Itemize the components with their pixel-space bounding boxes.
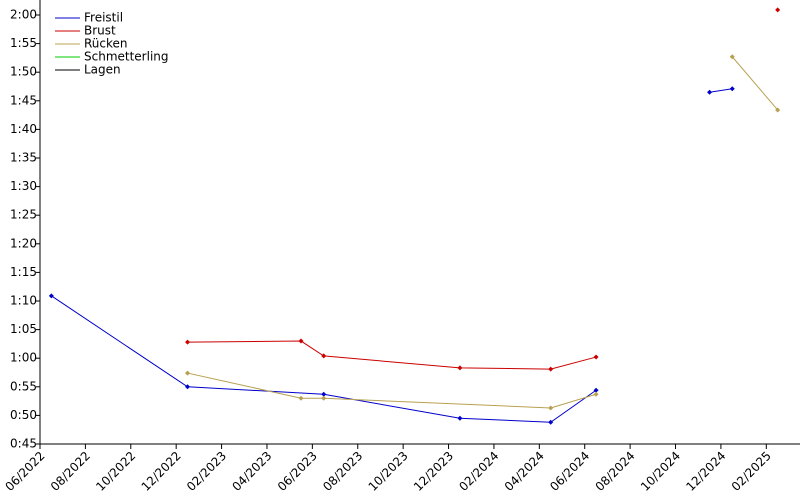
y-tick-label: 0:50 bbox=[10, 408, 37, 422]
legend-label: Schmetterling bbox=[84, 50, 169, 64]
data-point bbox=[707, 89, 713, 95]
data-point bbox=[548, 366, 554, 372]
x-tick-label: 08/2024 bbox=[593, 449, 638, 494]
y-tick-label: 1:40 bbox=[10, 122, 37, 136]
data-point bbox=[457, 415, 463, 421]
x-tick-label: 02/2023 bbox=[184, 449, 229, 494]
series-line bbox=[188, 10, 778, 369]
y-tick-label: 1:30 bbox=[10, 179, 37, 193]
y-tick-label: 2:00 bbox=[10, 8, 37, 22]
legend-label: Rücken bbox=[84, 37, 128, 51]
y-tick-label: 1:50 bbox=[10, 65, 37, 79]
data-point bbox=[729, 54, 735, 60]
legend-label: Lagen bbox=[84, 63, 121, 77]
data-point bbox=[593, 354, 599, 360]
y-tick-label: 0:55 bbox=[10, 379, 37, 393]
x-tick-label: 08/2022 bbox=[48, 449, 93, 494]
y-tick-label: 1:45 bbox=[10, 93, 37, 107]
y-tick-label: 1:20 bbox=[10, 236, 37, 250]
x-tick-label: 10/2023 bbox=[366, 449, 411, 494]
data-point bbox=[321, 391, 327, 397]
x-tick-label: 08/2023 bbox=[320, 449, 365, 494]
x-tick-label: 04/2023 bbox=[229, 449, 274, 494]
y-tick-label: 1:15 bbox=[10, 265, 37, 279]
data-point bbox=[457, 365, 463, 371]
data-point bbox=[593, 387, 599, 393]
data-point bbox=[775, 7, 781, 13]
x-tick-label: 02/2025 bbox=[729, 449, 774, 494]
data-point bbox=[593, 391, 599, 397]
x-tick-label: 12/2022 bbox=[139, 449, 184, 494]
data-point bbox=[185, 339, 191, 345]
data-point bbox=[185, 384, 191, 390]
data-point bbox=[729, 86, 735, 92]
x-tick-label: 12/2023 bbox=[411, 449, 456, 494]
data-point bbox=[321, 395, 327, 401]
data-point bbox=[185, 370, 191, 376]
data-point bbox=[775, 107, 781, 113]
y-tick-label: 1:05 bbox=[10, 322, 37, 336]
data-point bbox=[548, 419, 554, 425]
x-tick-label: 04/2024 bbox=[502, 449, 547, 494]
y-tick-label: 1:25 bbox=[10, 208, 37, 222]
y-tick-label: 1:35 bbox=[10, 151, 37, 165]
data-point bbox=[298, 338, 304, 344]
series-line bbox=[187, 56, 779, 409]
data-point bbox=[298, 395, 304, 401]
y-tick-label: 0:45 bbox=[10, 437, 37, 451]
data-point bbox=[321, 353, 327, 359]
legend-label: Brust bbox=[84, 24, 116, 38]
x-tick-label: 12/2024 bbox=[683, 449, 728, 494]
x-tick-label: 06/2022 bbox=[2, 449, 47, 494]
x-tick-label: 10/2022 bbox=[93, 449, 138, 494]
data-point bbox=[548, 405, 554, 411]
x-tick-label: 02/2024 bbox=[456, 449, 501, 494]
data-point bbox=[48, 293, 54, 299]
x-tick-label: 06/2023 bbox=[275, 449, 320, 494]
y-tick-label: 1:10 bbox=[10, 294, 37, 308]
y-tick-label: 1:00 bbox=[10, 351, 37, 365]
legend-label: Freistil bbox=[84, 11, 123, 25]
series-line bbox=[51, 88, 733, 423]
x-tick-label: 06/2024 bbox=[547, 449, 592, 494]
x-tick-label: 10/2024 bbox=[638, 449, 683, 494]
y-tick-label: 1:55 bbox=[10, 36, 37, 50]
